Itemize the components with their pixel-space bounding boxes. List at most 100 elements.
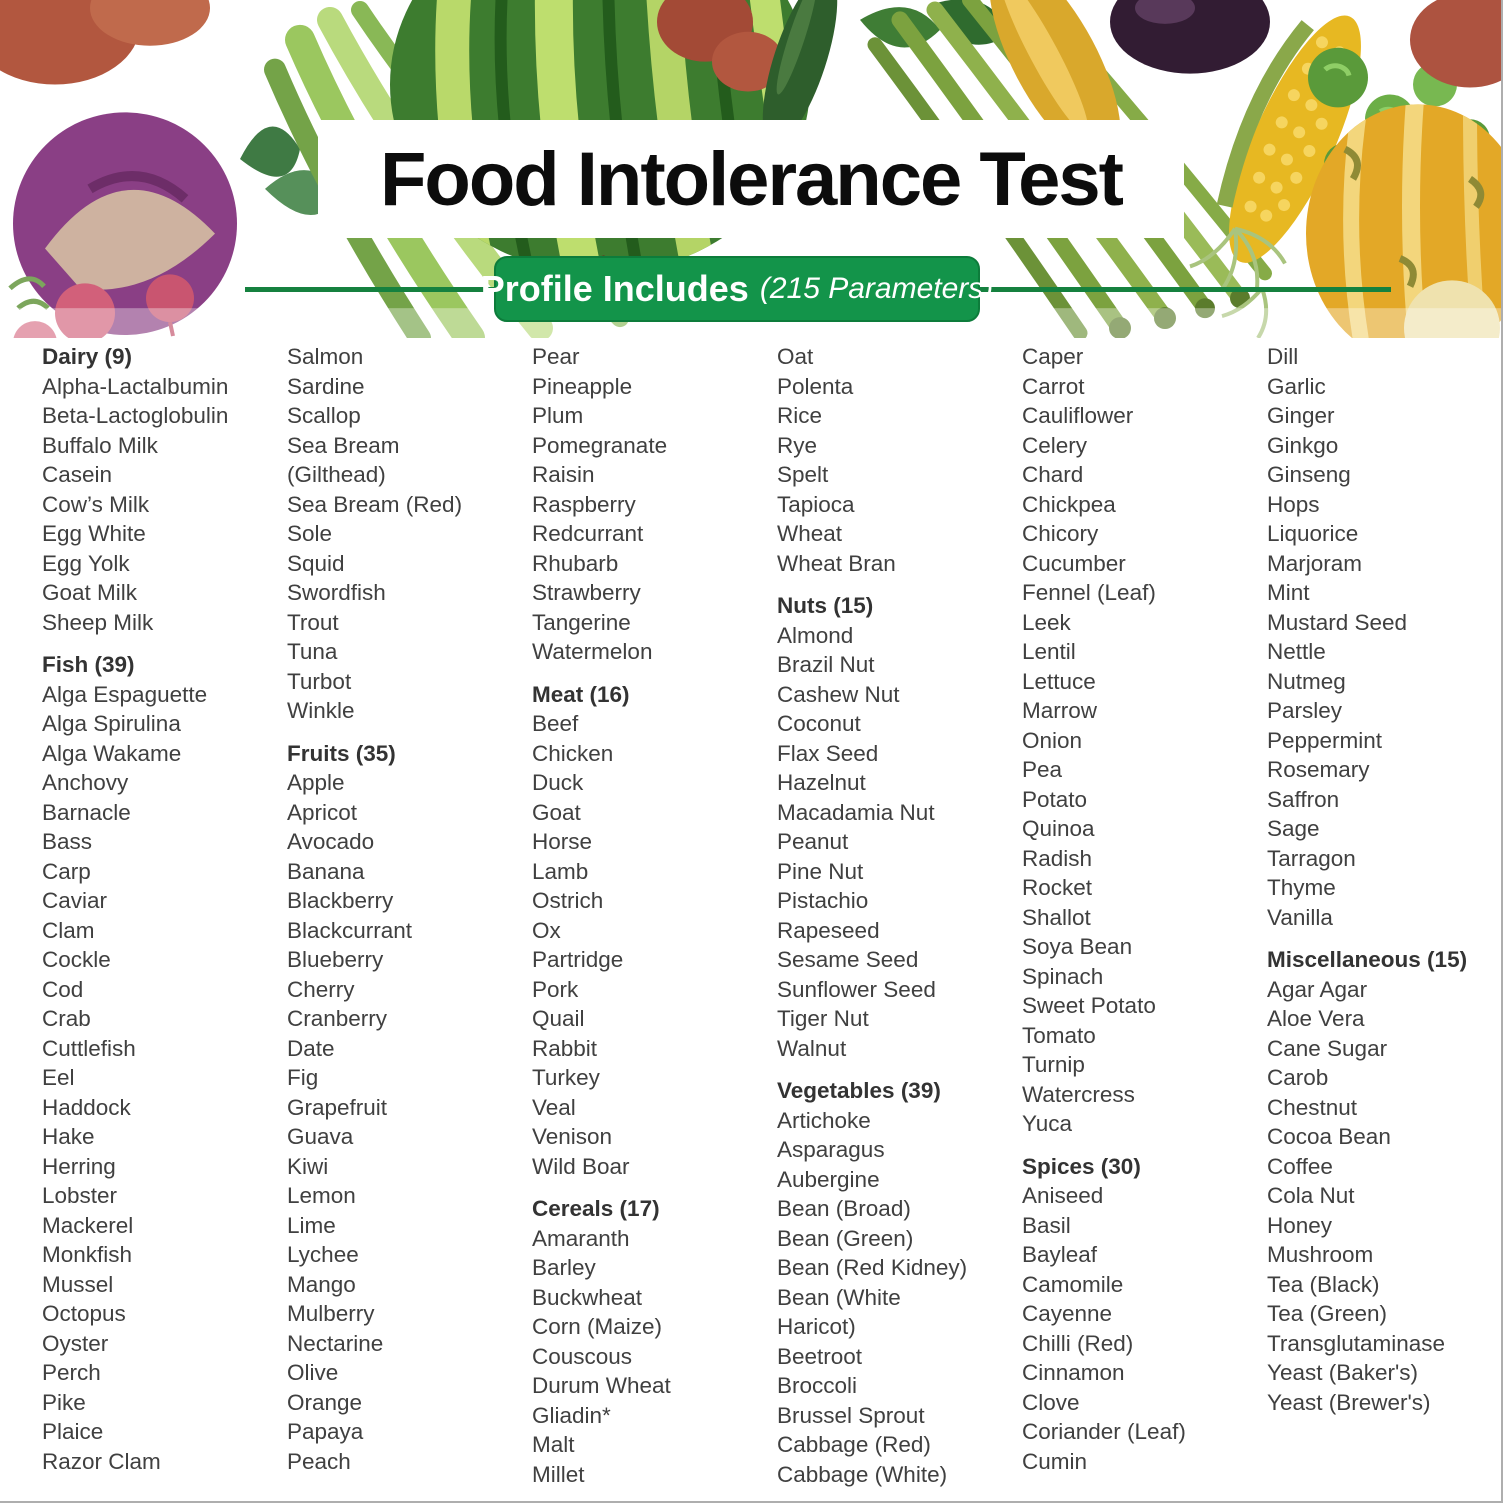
banner-label: Profile Includes	[480, 268, 749, 309]
category-segment: Fruits (35) Apple Apricot Avocado Banana Blac…	[287, 739, 487, 1477]
food-item: Sea Bream (Gilthead)	[287, 432, 400, 488]
food-item: Cinnamon	[1022, 1360, 1125, 1385]
food-item: Pomegranate	[532, 432, 668, 458]
category-segment: Spices (30) Aniseed Basil Bayleaf Camomile Ca…	[1022, 1152, 1222, 1477]
food-item: Plaice	[42, 1419, 104, 1444]
food-item: Pea	[1022, 757, 1063, 782]
food-item: Venison	[532, 1124, 613, 1149]
food-column: Dairy (9) Alpha-Lactalbumin Beta-Lactoglob…	[42, 342, 242, 1489]
food-item: Lime	[287, 1212, 336, 1238]
food-item: Lobster	[42, 1183, 118, 1208]
food-item: Cumin	[1022, 1448, 1088, 1474]
food-item: Mulberry	[287, 1301, 375, 1326]
food-column: Dill Garlic Ginger Ginkgo Ginseng Hops Liquori…	[1267, 342, 1467, 1489]
food-item: Sweet Potato	[1022, 993, 1156, 1018]
food-item: Mushroom	[1267, 1242, 1374, 1267]
food-item: Anchovy	[42, 770, 129, 795]
food-item: Nectarine	[287, 1330, 384, 1356]
food-item: Camomile	[1022, 1271, 1124, 1297]
food-item: Spelt	[777, 462, 829, 487]
food-item: Parsley	[1267, 698, 1343, 723]
food-item: Squid	[287, 550, 345, 576]
food-item: Mint	[1267, 580, 1310, 605]
food-item: Cabbage (White)	[777, 1461, 948, 1487]
food-item: Alpha-Lactalbumin	[42, 373, 229, 399]
food-item: Tiger Nut	[777, 1006, 869, 1031]
food-item: Beef	[532, 711, 579, 736]
food-item: Chilli (Red)	[1022, 1330, 1134, 1356]
food-item: Brussel Sprout	[777, 1402, 925, 1428]
food-item: Ox	[532, 917, 561, 943]
food-item: Alga Wakame	[42, 740, 182, 766]
food-item: Coriander (Leaf)	[1022, 1419, 1186, 1444]
category-header: Meat (16)	[532, 681, 630, 707]
food-item: Lettuce	[1022, 668, 1096, 694]
food-item: Raspberry	[532, 491, 636, 517]
category-header: Fish (39)	[42, 652, 135, 677]
food-item: Plum	[532, 403, 584, 428]
food-item: Mustard Seed	[1267, 609, 1408, 635]
category-segment: Nuts (15) Almond Brazil Nut Cashew Nut Cocon…	[777, 591, 977, 1063]
food-item: Blackcurrant	[287, 917, 413, 943]
category-header: Cereals (17)	[532, 1196, 660, 1221]
food-item: Cashew Nut	[777, 681, 900, 707]
food-item: Chicken	[532, 740, 614, 766]
food-item: Tuna	[287, 639, 338, 664]
food-item: Barnacle	[42, 799, 131, 825]
food-item: Cola Nut	[1267, 1183, 1355, 1208]
food-item: Peppermint	[1267, 727, 1383, 753]
food-item: Hake	[42, 1124, 95, 1149]
category-segment: Vegetables (39) Artichoke Asparagus Aubergi…	[777, 1076, 977, 1489]
category-segment: Fish (39) Alga Espaguette Alga Spirulina Al…	[42, 650, 242, 1476]
food-item: Watercress	[1022, 1081, 1135, 1107]
food-item: Alga Spirulina	[42, 711, 181, 736]
category-segment: Miscellaneous (15) Agar Agar Aloe Vera Cane…	[1267, 945, 1467, 1417]
food-item: Saffron	[1267, 786, 1340, 812]
food-item: Cauliflower	[1022, 403, 1134, 428]
food-item: Kiwi	[287, 1153, 329, 1179]
food-item: Tapioca	[777, 491, 855, 517]
food-item: Octopus	[42, 1301, 126, 1326]
food-item: Oyster	[42, 1330, 109, 1356]
food-item: Amaranth	[532, 1225, 630, 1251]
food-item: Ostrich	[532, 888, 604, 913]
food-item: Clove	[1022, 1389, 1080, 1415]
food-item: Carob	[1267, 1065, 1329, 1090]
food-column: Oat Polenta Rice Rye Spelt Tapioca Wheat Wheat …	[777, 342, 977, 1489]
food-item: Aubergine	[777, 1166, 880, 1192]
food-item: Bean (Green)	[777, 1225, 914, 1251]
category-segment: Dill Garlic Ginger Ginkgo Ginseng Hops Liquori…	[1267, 342, 1467, 932]
food-item: Partridge	[532, 947, 624, 972]
food-item: Coffee	[1267, 1153, 1333, 1179]
food-item: Marjoram	[1267, 550, 1363, 576]
food-item: Cuttlefish	[42, 1035, 136, 1061]
food-item: Herring	[42, 1153, 116, 1179]
food-item: Banana	[287, 858, 365, 884]
food-item: Marrow	[1022, 698, 1098, 723]
food-item: Cucumber	[1022, 550, 1126, 576]
food-item: Watermelon	[532, 639, 653, 664]
food-item: Vanilla	[1267, 904, 1333, 930]
category-header: Vegetables (39)	[777, 1078, 941, 1103]
food-item: Bass	[42, 829, 93, 854]
category-segment: Oat Polenta Rice Rye Spelt Tapioca Wheat Wheat …	[777, 342, 977, 578]
food-item: Monkfish	[42, 1242, 133, 1267]
food-item: Buckwheat	[532, 1284, 643, 1310]
food-item: Turbot	[287, 668, 352, 694]
food-item: Fig	[287, 1065, 319, 1090]
food-item: Aniseed	[1022, 1183, 1104, 1208]
food-item: Ginger	[1267, 403, 1335, 428]
food-item: Chickpea	[1022, 491, 1116, 517]
food-item: Almond	[777, 622, 854, 648]
food-item: Carrot	[1022, 373, 1085, 399]
food-item: Buffalo Milk	[42, 432, 158, 458]
category-header: Dairy (9)	[42, 344, 133, 369]
food-item: Nutmeg	[1267, 668, 1346, 694]
food-item: Chicory	[1022, 521, 1099, 546]
food-item: Perch	[42, 1360, 101, 1385]
food-column: Salmon Sardine Scallop Sea Bream (Gilthead)…	[287, 342, 487, 1489]
food-item: Eel	[42, 1065, 75, 1090]
food-item: Wheat Bran	[777, 550, 896, 576]
food-item: Macadamia Nut	[777, 799, 935, 825]
